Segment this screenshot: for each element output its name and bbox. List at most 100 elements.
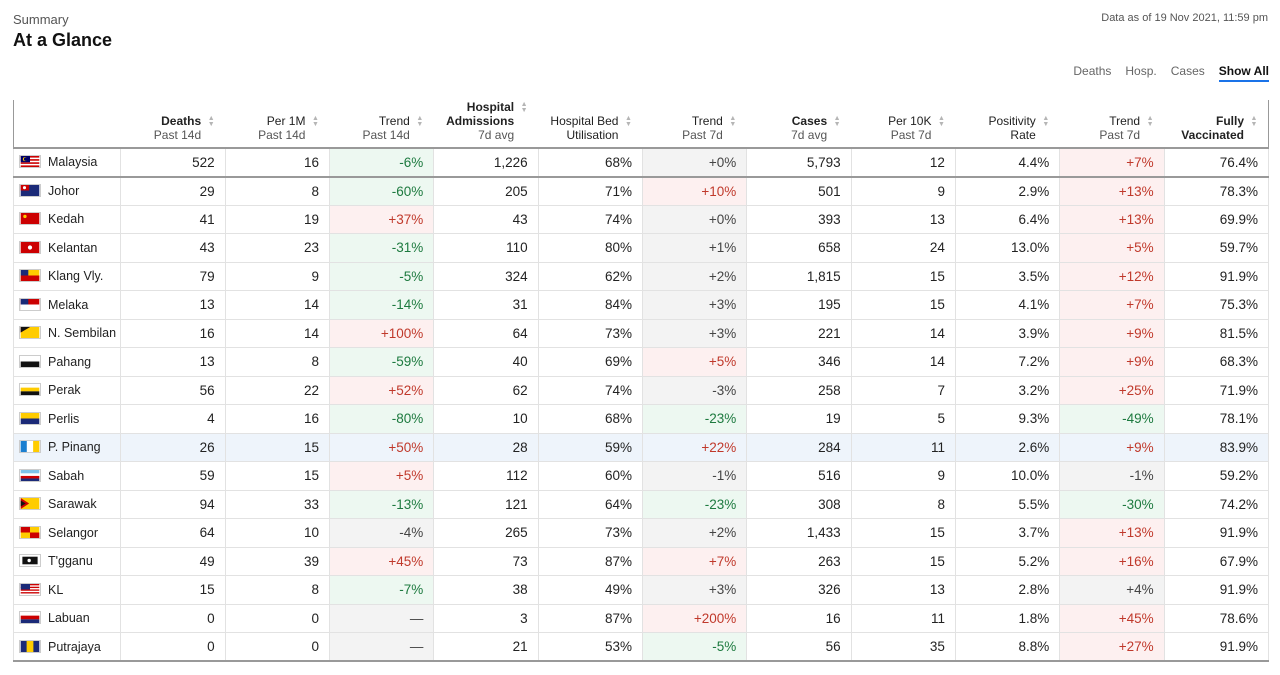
sabah-flag-icon xyxy=(19,468,41,482)
trend-cell: -4% xyxy=(328,518,435,548)
sort-icon[interactable]: ▲ ▼ xyxy=(937,115,945,128)
column-header-title: Trend xyxy=(691,114,723,128)
value-cell: 1.8% xyxy=(954,603,1061,633)
sort-icon[interactable]: ▲ ▼ xyxy=(207,115,215,128)
column-header-4[interactable]: Hospital Bed Utilisation ▲ ▼ xyxy=(538,100,642,148)
state-cell: KL xyxy=(12,575,122,605)
table-row[interactable]: P. Pinang 26 15 +50% 28 59% +22% 284 11 2.6% +9% 83… xyxy=(12,432,1270,462)
table-row[interactable]: Putrajaya 0 0—21 53% -5% 56 35 8.8% +27% 91.9% xyxy=(12,632,1270,662)
column-header-3[interactable]: Hospital Admissions 7d avg ▲ ▼ xyxy=(434,100,538,148)
sort-icon[interactable]: ▲ ▼ xyxy=(520,101,528,114)
table-row[interactable]: Perlis 4 16 -80% 10 68% -23% 19 5 9.3% -49% 78.1% xyxy=(12,404,1270,434)
column-header-1[interactable]: Per 1M Past 14d ▲ ▼ xyxy=(225,100,329,148)
column-header-0[interactable]: Deaths Past 14d ▲ ▼ xyxy=(121,100,225,148)
value-cell: 393 xyxy=(746,204,852,234)
trend-cell: +45% xyxy=(328,546,435,576)
sort-icon[interactable]: ▲ ▼ xyxy=(729,115,737,128)
filter-deaths[interactable]: Deaths xyxy=(1073,64,1112,78)
state-cell: Putrajaya xyxy=(12,632,122,662)
page-title: At a Glance xyxy=(13,30,113,50)
value-cell: 9.3% xyxy=(954,404,1061,434)
table-row[interactable]: Selangor 64 10 -4% 265 73% +2% 1,433 15 3.7% +13% 9… xyxy=(12,518,1270,548)
column-header-title: Trend xyxy=(1109,114,1141,128)
trend-cell: -23% xyxy=(641,404,748,434)
state-cell: Kedah xyxy=(12,204,122,234)
table-row[interactable]: Sabah 59 15 +5% 112 60% -1% 516 9 10.0% -1% 59.2% xyxy=(12,461,1270,491)
value-cell: 35 xyxy=(850,632,956,662)
state-cell: Malaysia xyxy=(12,147,122,178)
column-header-7[interactable]: Per 10K Past 7d ▲ ▼ xyxy=(851,100,955,148)
klang-valley-flag-icon xyxy=(19,269,41,283)
value-cell: 91.9% xyxy=(1163,261,1270,291)
trend-cell: +0% xyxy=(641,147,748,178)
trend-cell: -1% xyxy=(641,461,748,491)
table-row[interactable]: Melaka 13 14 -14% 31 84% +3% 195 15 4.1% +7% 75.3% xyxy=(12,290,1270,320)
sort-icon[interactable]: ▲ ▼ xyxy=(625,115,632,128)
state-name: Perlis xyxy=(48,411,80,426)
trend-cell: -14% xyxy=(328,290,435,320)
value-cell: 2.8% xyxy=(954,575,1061,605)
trend-cell: — xyxy=(328,603,435,633)
trend-cell: +50% xyxy=(328,432,435,462)
sort-icon[interactable]: ▲ ▼ xyxy=(312,115,319,128)
value-cell: 49% xyxy=(537,575,643,605)
sort-icon[interactable]: ▲ ▼ xyxy=(1042,115,1050,128)
table-row[interactable]: KL 15 8 -7% 38 49% +3% 326 13 2.8% +4% 91.9% xyxy=(12,575,1270,605)
trend-cell: +16% xyxy=(1059,546,1165,576)
labuan-flag-icon xyxy=(19,611,41,625)
filter-hosp[interactable]: Hosp. xyxy=(1125,64,1157,78)
column-header-8[interactable]: Positivity Rate ▲ ▼ xyxy=(955,100,1059,148)
value-cell: 516 xyxy=(746,461,852,491)
sort-icon[interactable]: ▲ ▼ xyxy=(1250,115,1258,128)
table-row[interactable]: Kedah 41 19 +37% 43 74% +0% 393 13 6.4% +13% 69.9% xyxy=(12,204,1270,234)
table-row[interactable]: Malaysia 522 16 -6% 1,226 68% +0% 5,793 12 4.4% +7… xyxy=(12,147,1270,178)
column-header-10[interactable]: Fully Vaccinated ▲ ▼ xyxy=(1164,100,1268,148)
value-cell: 83.9% xyxy=(1163,432,1270,462)
column-header-subtitle: Past 7d xyxy=(890,128,932,142)
table-row[interactable]: N. Sembilan 16 14 +100% 64 73% +3% 221 14 3.9% +9%… xyxy=(12,318,1270,348)
value-cell: 15 xyxy=(850,261,956,291)
value-cell: 23 xyxy=(224,233,330,263)
value-cell: 13 xyxy=(120,290,226,320)
value-cell: 75.3% xyxy=(1163,290,1270,320)
column-header-5[interactable]: Trend Past 7d ▲ ▼ xyxy=(642,100,746,148)
column-header-label: Fully Vaccinated ▲ ▼ xyxy=(1181,114,1258,142)
table-row[interactable]: T'gganu 49 39 +45% 73 87% +7% 263 15 5.2% +16% 67.9… xyxy=(12,546,1270,576)
table-row[interactable]: Sarawak 94 33 -13% 121 64% -23% 308 8 5.5% -30% 74.… xyxy=(12,489,1270,519)
filter-cases[interactable]: Cases xyxy=(1170,64,1205,78)
column-header-subtitle: Vaccinated xyxy=(1181,128,1244,142)
column-header-label: Trend Past 14d ▲ ▼ xyxy=(362,114,423,142)
value-cell: 8 xyxy=(224,575,330,605)
table-row[interactable]: Kelantan 43 23 -31% 110 80% +1% 658 24 13.0% +5% 59… xyxy=(12,233,1270,263)
value-cell: 87% xyxy=(537,546,643,576)
column-header-subtitle: 7d avg xyxy=(478,128,515,142)
trend-cell: +22% xyxy=(641,432,748,462)
value-cell: 81.5% xyxy=(1163,318,1270,348)
sort-icon[interactable]: ▲ ▼ xyxy=(833,115,841,128)
sort-icon[interactable]: ▲ ▼ xyxy=(416,115,424,128)
state-cell: Johor xyxy=(12,176,122,206)
column-header-2[interactable]: Trend Past 14d ▲ ▼ xyxy=(329,100,433,148)
filter-show-all[interactable]: Show All xyxy=(1218,64,1269,82)
state-cell: Labuan xyxy=(12,603,122,633)
sort-icon[interactable]: ▲ ▼ xyxy=(1146,115,1154,128)
trend-cell: -31% xyxy=(328,233,435,263)
table-row[interactable]: Perak 56 22 +52% 62 74% -3% 258 7 3.2% +25% 71.9% xyxy=(12,375,1270,405)
table-row[interactable]: Labuan 0 0—3 87% +200% 16 11 1.8% +45% 78.6% xyxy=(12,603,1270,633)
table-row[interactable]: Johor 29 8 -60% 205 71% +10% 501 9 2.9% +13% 78.3% xyxy=(12,176,1270,206)
value-cell: 74.2% xyxy=(1163,489,1270,519)
column-header-6[interactable]: Cases 7d avg ▲ ▼ xyxy=(747,100,851,148)
state-cell: Pahang xyxy=(12,347,122,377)
value-cell: 121 xyxy=(433,489,539,519)
column-header-9[interactable]: Trend Past 7d ▲ ▼ xyxy=(1060,100,1164,148)
value-cell: 33 xyxy=(224,489,330,519)
value-cell: 76.4% xyxy=(1163,147,1270,178)
table-row[interactable]: Klang Vly. 79 9 -5% 324 62% +2% 1,815 15 3.5% +12%… xyxy=(12,261,1270,291)
state-cell: Kelantan xyxy=(12,233,122,263)
table-row[interactable]: Pahang 13 8 -59% 40 69% +5% 346 14 7.2% +9% 68.3% xyxy=(12,347,1270,377)
trend-cell: +1% xyxy=(641,233,748,263)
value-cell: 4.4% xyxy=(954,147,1061,178)
state-cell: Perlis xyxy=(12,404,122,434)
column-header-subtitle: Past 14d xyxy=(258,128,306,142)
value-cell: 91.9% xyxy=(1163,518,1270,548)
